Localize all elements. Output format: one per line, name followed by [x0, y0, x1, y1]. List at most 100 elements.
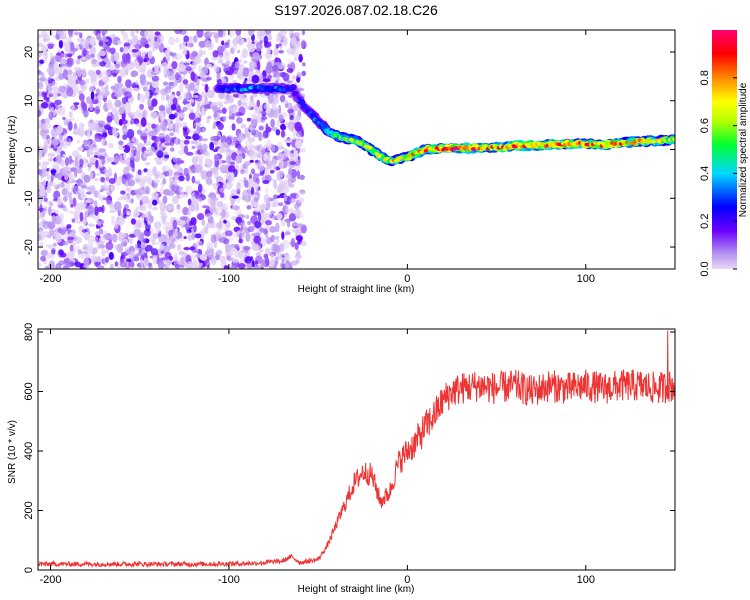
spectrogram-noise-cell	[58, 39, 64, 49]
spectrogram-noise-cell	[249, 159, 254, 163]
spectrogram-noise-cell	[280, 123, 287, 131]
spectrogram-ridge-core	[310, 113, 315, 117]
spectrogram-noise-cell	[164, 142, 172, 146]
spectrogram-noise-cell	[224, 44, 231, 48]
spectrogram-noise-cell	[248, 30, 254, 37]
spectrogram-noise-cell	[225, 230, 233, 237]
spectrogram-noise-cell	[191, 233, 196, 240]
spectrogram-noise-cell	[283, 150, 291, 157]
spectrogram-noise-cell	[218, 147, 226, 154]
spectrogram-noise-cell	[71, 218, 76, 223]
spectrogram-noise-cell	[137, 218, 145, 223]
spectrogram-noise-cell	[48, 260, 55, 269]
spectrogram-noise-cell	[95, 108, 101, 114]
spectrogram-noise-cell	[114, 261, 119, 267]
spectrogram-noise-cell	[183, 236, 187, 240]
spectrogram-noise-cell	[291, 223, 299, 227]
spectrogram-noise-cell	[193, 163, 202, 174]
spectrogram-noise-cell	[144, 43, 150, 49]
spectrogram-noise-cell	[241, 102, 248, 107]
spectrogram-noise-cell	[162, 195, 168, 204]
spectrogram-noise-cell	[110, 234, 118, 242]
spectrogram-noise-cell	[123, 214, 127, 219]
spectrogram-noise-cell	[124, 102, 131, 111]
spectrogram-noise-cell	[145, 244, 153, 252]
spectrogram-noise-cell	[296, 250, 301, 258]
spectrogram-noise-cell	[275, 44, 279, 49]
spectrogram-noise-cell	[138, 187, 147, 195]
spectrogram-noise-cell	[52, 182, 58, 188]
spectrogram-noise-cell	[161, 62, 168, 69]
spectrogram-noise-cell	[252, 52, 260, 61]
spectrogram-noise-cell	[159, 202, 165, 209]
figure-title: S197.2026.087.02.18.C26	[274, 2, 438, 18]
spectrogram-noise-cell	[187, 86, 191, 93]
spectrogram-noise-cell	[180, 219, 186, 226]
spectrogram-noise-cell	[223, 265, 229, 269]
spectrogram-noise-cell	[266, 236, 273, 245]
spectrogram-noise-cell	[263, 35, 268, 45]
spectrogram-noise-cell	[93, 200, 98, 208]
spectrogram-noise-cell	[66, 87, 74, 97]
spectrogram-noise-cell	[94, 206, 99, 216]
spectrogram-noise-cell	[98, 92, 107, 99]
spectrogram-noise-cell	[73, 102, 80, 106]
spectrogram-noise-cell	[270, 234, 275, 243]
spectrogram-noise-cell	[128, 261, 135, 269]
spectrogram-noise-cell	[267, 94, 274, 104]
spectrogram-noise-cell	[219, 237, 228, 244]
spectrogram-noise-cell	[137, 56, 144, 64]
spectrogram-noise-cell	[204, 40, 213, 48]
spectrogram-noise-cell	[293, 115, 299, 120]
spectrogram-noise-cell	[145, 257, 149, 267]
spectrogram-noise-cell	[226, 154, 232, 165]
spectrogram-noise-cell	[153, 179, 161, 183]
spectrogram-noise-cell	[122, 241, 128, 247]
spectrogram-noise-cell	[79, 182, 87, 186]
spectrogram-noise-cell	[45, 138, 53, 147]
snr-x-tick-label: 0	[404, 574, 410, 586]
spectrogram-ridge-core	[297, 96, 302, 101]
spectrogram-noise-cell	[289, 114, 294, 121]
spectrogram-noise-cell	[115, 177, 122, 186]
spectrogram-noise-cell	[144, 175, 152, 183]
spectrogram-noise-cell	[75, 210, 81, 217]
spectrogram-noise-cell	[278, 162, 283, 169]
spectrogram-noise-cell	[94, 236, 99, 244]
spectrogram-noise-cell	[189, 36, 194, 42]
spectrogram-noise-cell	[69, 231, 75, 236]
spectrogram-noise-cell	[246, 37, 251, 46]
spectrogram-ridge-core	[423, 149, 428, 153]
spectrogram-noise-cell	[85, 198, 94, 204]
spectrogram-noise-cell	[151, 75, 160, 82]
spectrogram-noise-cell	[173, 138, 179, 145]
spectrogram-noise-cell	[194, 117, 201, 123]
spectrogram-noise-cell	[208, 250, 216, 256]
spectrogram-noise-cell	[177, 95, 182, 101]
spectrogram-noise-cell	[114, 63, 121, 69]
spectrogram-noise-cell	[116, 243, 124, 253]
spectrogram-noise-cell	[48, 111, 54, 121]
colorbar-tick-label: 0.4	[699, 166, 711, 181]
spectrogram-noise-cell	[64, 157, 70, 167]
spectrogram-noise-cell	[198, 50, 203, 58]
spectrogram-noise-cell	[183, 62, 190, 66]
spectrogram-noise-cell	[213, 34, 220, 39]
spectrogram-noise-cell	[277, 183, 284, 193]
spectrogram-noise-cell	[88, 161, 93, 168]
spectrogram-noise-cell	[215, 222, 223, 229]
spectrogram-noise-cell	[273, 244, 280, 253]
spectrogram-noise-cell	[254, 220, 262, 229]
spectrogram-noise-cell	[290, 237, 295, 248]
spectrogram-noise-cell	[38, 142, 42, 147]
spectrogram-noise-cell	[59, 229, 66, 235]
spectrogram-noise-cell	[187, 165, 195, 174]
spectrogram-noise-cell	[52, 147, 58, 151]
spectrogram-noise-cell	[144, 150, 151, 154]
spectrogram-ridge-core	[672, 137, 675, 142]
spectrogram-noise-cell	[237, 151, 242, 154]
spectrogram-noise-cell	[120, 190, 126, 195]
spectrogram-noise-cell	[40, 129, 49, 134]
spectrogram-noise-cell	[216, 249, 223, 255]
spectrogram-noise-cell	[285, 205, 289, 214]
